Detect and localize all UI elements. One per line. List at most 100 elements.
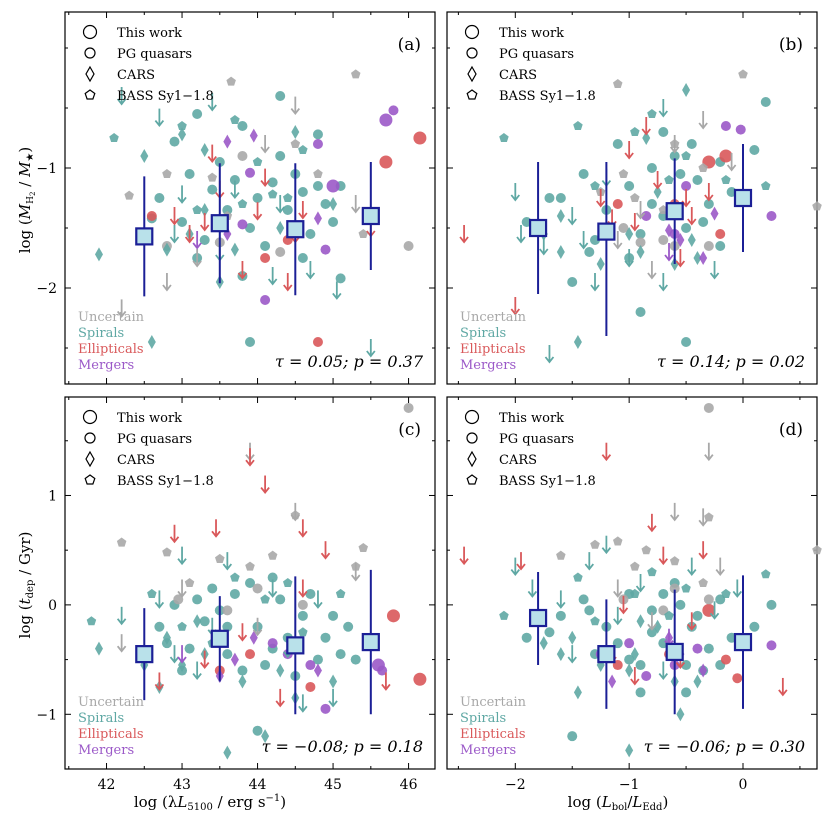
data-point-ellipticals: [199, 650, 210, 670]
uncertain-pentagon: [738, 69, 748, 79]
stats-annotation: τ = 0.14; p = 0.02: [657, 352, 805, 371]
data-point-spirals: [169, 225, 180, 244]
ellipticals-arrow-head: [184, 236, 195, 244]
spirals-circle: [305, 588, 316, 599]
spirals-arrow-head: [366, 350, 376, 358]
data-point-spirals: [154, 621, 165, 632]
data-point-spirals: [237, 121, 248, 131]
ellipticals-circle: [702, 603, 716, 617]
legend-label: CARS: [499, 453, 537, 468]
spirals-circle: [658, 127, 669, 137]
spirals-circle: [267, 572, 278, 583]
data-point-spirals: [510, 557, 521, 577]
data-point-spirals: [192, 205, 202, 214]
spirals-circle: [567, 277, 578, 287]
data-point-spirals: [715, 241, 726, 251]
data-point-mergers: [260, 295, 271, 305]
uncertain-arrow-head: [351, 574, 361, 582]
data-point-uncertain: [556, 550, 566, 560]
panel-label: (b): [779, 35, 803, 55]
data-point-spirals: [297, 187, 308, 197]
data-point-spirals: [237, 665, 248, 676]
spirals-pentagon: [267, 189, 278, 199]
legend-label: This work: [499, 26, 564, 41]
x-tick-label: −1: [619, 777, 640, 793]
spirals-arrow-head: [116, 98, 127, 106]
spirals-arrow-head: [192, 672, 202, 680]
data-point-ellipticals: [169, 207, 180, 226]
data-point-spirals: [177, 546, 187, 566]
data-point-uncertain: [618, 223, 629, 233]
data-point-spirals: [761, 569, 771, 579]
data-point-ellipticals: [283, 273, 293, 292]
data-point-spirals: [636, 245, 645, 259]
spirals-arrow-head: [154, 601, 165, 609]
uncertain-circle: [703, 594, 714, 605]
spirals-arrow-head: [328, 700, 338, 708]
data-point-spirals: [229, 175, 240, 185]
data-point-spirals: [320, 199, 331, 209]
spirals-diamond: [625, 663, 634, 678]
stats-annotation: τ = −0.08; p = 0.18: [262, 737, 423, 756]
spirals-circle: [681, 337, 692, 347]
data-point-mergers: [192, 231, 202, 250]
data-point-mergers: [664, 243, 674, 262]
spirals-circle: [343, 621, 354, 632]
uncertain-circle: [618, 223, 629, 233]
uncertain-pentagon: [812, 201, 822, 211]
spirals-arrow-head: [567, 218, 577, 226]
spirals-circle: [252, 725, 263, 736]
spirals-arrow-head: [516, 236, 526, 244]
data-point-spirals: [499, 133, 509, 142]
mergers-circle: [735, 124, 746, 135]
data-point-mergers: [267, 638, 278, 649]
data-point-spirals: [140, 149, 149, 163]
data-point-spirals: [109, 133, 119, 142]
data-point-spirals: [276, 663, 285, 678]
data-point-mergers: [326, 179, 340, 193]
spirals-circle: [681, 687, 692, 698]
ellipticals-arrow-head: [704, 194, 714, 202]
spirals-diamond: [556, 245, 565, 259]
mergers-circle: [766, 211, 777, 221]
spirals-circle: [335, 649, 346, 660]
this-work-marker: [286, 636, 305, 655]
data-point-spirals: [94, 247, 103, 262]
data-point-spirals: [297, 253, 308, 263]
ellipticals-arrow-head: [298, 530, 308, 538]
data-point-spirals: [630, 588, 640, 598]
uncertain-circle: [222, 605, 233, 616]
spirals-arrow-head: [510, 569, 521, 577]
spirals-pentagon: [298, 145, 308, 154]
data-point-spirals: [703, 643, 714, 654]
ellipticals-circle: [413, 672, 427, 686]
spirals-pentagon: [283, 193, 293, 202]
uncertain-arrow-head: [351, 206, 361, 214]
data-point-spirals: [305, 229, 316, 239]
ellipticals-arrow-head: [601, 454, 612, 462]
data-point-mergers: [676, 233, 685, 247]
spirals-arrow-head: [709, 272, 720, 280]
uncertain-circle: [237, 151, 248, 161]
spirals-arrow-head: [624, 260, 634, 268]
data-point-spirals: [162, 630, 171, 645]
data-point-spirals: [207, 583, 218, 594]
legend-p-pentagon: [466, 474, 478, 485]
category-uncertain: Uncertain: [460, 310, 527, 325]
ellipticals-circle: [379, 155, 393, 169]
data-point-spirals: [646, 605, 657, 616]
spirals-diamond: [596, 257, 605, 271]
data-point-spirals: [298, 627, 308, 637]
data-point-uncertain: [351, 195, 361, 214]
spirals-diamond: [178, 127, 187, 142]
data-point-spirals: [260, 660, 271, 671]
mergers-arrow-head: [177, 656, 187, 664]
uncertain-circle: [173, 594, 184, 605]
data-point-spirals: [267, 572, 278, 583]
legend-label: BASS Sy1−1.8: [499, 89, 596, 104]
data-point-ellipticals: [237, 623, 248, 642]
uncertain-circle: [635, 237, 646, 248]
data-point-spirals: [275, 151, 286, 161]
data-point-uncertain: [297, 599, 308, 610]
data-point-spirals: [343, 621, 354, 632]
